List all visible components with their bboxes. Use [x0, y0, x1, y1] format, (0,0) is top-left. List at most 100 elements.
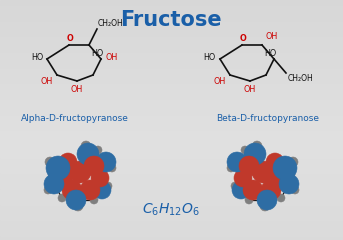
Bar: [0, 192, 343, 193]
Bar: [0, 157, 343, 158]
Bar: [0, 73, 343, 74]
Bar: [0, 49, 343, 50]
Circle shape: [234, 169, 252, 187]
Circle shape: [96, 152, 116, 172]
Bar: [0, 107, 343, 108]
Bar: [0, 70, 343, 71]
Bar: [0, 230, 343, 231]
Bar: [0, 228, 343, 229]
Circle shape: [77, 143, 99, 165]
Bar: [0, 167, 343, 168]
Circle shape: [252, 141, 262, 151]
Bar: [0, 58, 343, 59]
Bar: [0, 105, 343, 106]
Text: CH₂OH: CH₂OH: [288, 74, 314, 83]
Text: HO: HO: [204, 53, 216, 61]
Bar: [0, 213, 343, 214]
Bar: [0, 57, 343, 58]
Bar: [0, 135, 343, 136]
Bar: [0, 113, 343, 114]
Bar: [0, 161, 343, 162]
Bar: [0, 17, 343, 18]
Bar: [0, 186, 343, 187]
Bar: [0, 118, 343, 119]
Bar: [0, 221, 343, 222]
Bar: [0, 187, 343, 188]
Bar: [0, 46, 343, 47]
Bar: [0, 150, 343, 151]
Bar: [0, 21, 343, 22]
Bar: [0, 146, 343, 147]
Bar: [0, 25, 343, 26]
Bar: [0, 117, 343, 118]
Bar: [0, 29, 343, 30]
Bar: [0, 171, 343, 172]
Circle shape: [58, 194, 66, 202]
Bar: [0, 40, 343, 41]
Circle shape: [59, 153, 77, 171]
Bar: [0, 96, 343, 97]
Bar: [0, 183, 343, 184]
Bar: [0, 34, 343, 35]
Bar: [0, 52, 343, 53]
Bar: [0, 116, 343, 117]
Bar: [0, 19, 343, 20]
Bar: [0, 101, 343, 102]
Bar: [0, 132, 343, 133]
Bar: [0, 215, 343, 216]
Bar: [0, 126, 343, 127]
Bar: [0, 181, 343, 182]
Circle shape: [261, 180, 281, 200]
Bar: [0, 79, 343, 80]
Bar: [0, 224, 343, 225]
Bar: [0, 104, 343, 105]
Bar: [0, 14, 343, 15]
Bar: [0, 31, 343, 32]
Bar: [0, 208, 343, 209]
Bar: [0, 153, 343, 154]
Bar: [0, 18, 343, 19]
Bar: [0, 77, 343, 78]
Bar: [0, 35, 343, 36]
Bar: [0, 234, 343, 235]
Bar: [0, 162, 343, 163]
Bar: [0, 74, 343, 75]
Bar: [0, 152, 343, 153]
Bar: [0, 202, 343, 203]
Bar: [0, 214, 343, 215]
Circle shape: [44, 186, 52, 194]
Circle shape: [227, 152, 247, 172]
Bar: [0, 72, 343, 73]
Bar: [0, 90, 343, 91]
Bar: [0, 165, 343, 166]
Bar: [0, 170, 343, 171]
Bar: [0, 147, 343, 148]
Bar: [0, 137, 343, 138]
Bar: [0, 199, 343, 200]
Text: HO: HO: [31, 53, 43, 61]
Bar: [0, 138, 343, 139]
Bar: [0, 169, 343, 170]
Circle shape: [279, 174, 299, 194]
Bar: [0, 239, 343, 240]
Bar: [0, 220, 343, 221]
Bar: [0, 119, 343, 120]
Bar: [0, 16, 343, 17]
Bar: [0, 197, 343, 198]
Bar: [0, 43, 343, 44]
Bar: [0, 207, 343, 208]
Text: O: O: [67, 34, 73, 43]
Bar: [0, 22, 343, 23]
Bar: [0, 120, 343, 121]
Bar: [0, 163, 343, 164]
Bar: [0, 131, 343, 132]
Bar: [0, 200, 343, 201]
Bar: [0, 106, 343, 107]
Text: OH: OH: [71, 85, 83, 94]
Bar: [0, 238, 343, 239]
Circle shape: [73, 201, 83, 211]
Bar: [0, 188, 343, 189]
Bar: [0, 151, 343, 152]
Circle shape: [48, 170, 56, 178]
Text: OH: OH: [105, 53, 117, 61]
